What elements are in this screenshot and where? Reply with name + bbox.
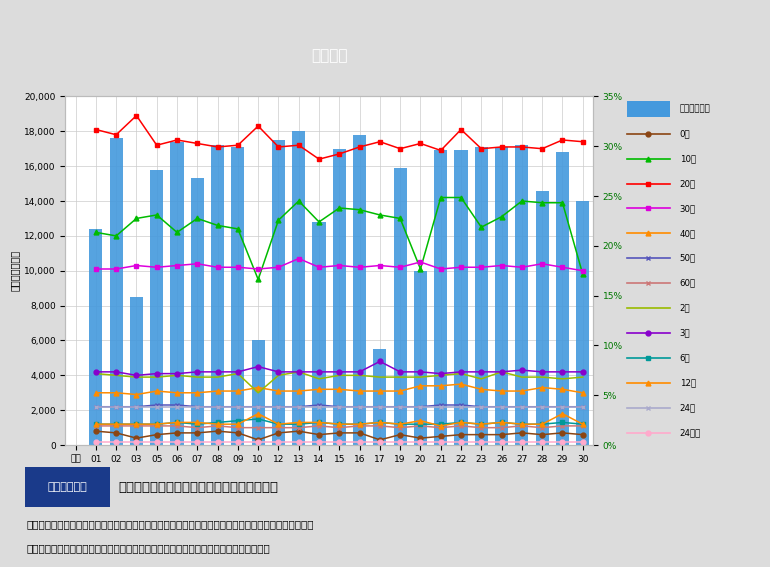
Bar: [150, 170, 163, 445]
Text: 50秒: 50秒: [680, 254, 696, 263]
Bar: [434, 150, 447, 445]
Bar: [536, 191, 549, 445]
Bar: [211, 145, 224, 445]
Text: 20秒: 20秒: [680, 179, 696, 188]
Bar: [191, 179, 204, 445]
Text: 0秒: 0秒: [680, 129, 690, 138]
Bar: [576, 201, 589, 445]
Text: 10秒: 10秒: [680, 154, 696, 163]
Bar: [413, 271, 427, 445]
Text: 3分: 3分: [680, 328, 690, 337]
Bar: [495, 147, 508, 445]
Bar: [556, 152, 569, 445]
Text: 40秒: 40秒: [680, 229, 696, 238]
Bar: [475, 147, 488, 445]
Text: 2分: 2分: [680, 303, 690, 312]
Text: スクリプトを改善することで、コールスクリプトの改善を行っていくことが重要です。: スクリプトを改善することで、コールスクリプトの改善を行っていくことが重要です。: [27, 544, 270, 553]
Text: 12分: 12分: [680, 378, 696, 387]
Text: 30秒: 30秒: [680, 204, 696, 213]
Bar: [272, 140, 285, 445]
Bar: [353, 135, 367, 445]
Bar: [393, 168, 407, 445]
Bar: [252, 340, 265, 445]
Bar: [515, 145, 528, 445]
Bar: [627, 101, 670, 116]
Text: 通話分析: 通話分析: [311, 49, 347, 64]
Bar: [89, 229, 102, 445]
Text: 通話を分析することにより一番多く電話を切られるポイントを探しだします。よく切られるポイントの: 通話を分析することにより一番多く電話を切られるポイントを探しだします。よく切られ…: [27, 519, 314, 529]
Text: 24分: 24分: [680, 403, 696, 412]
Text: 6分: 6分: [680, 353, 690, 362]
Bar: [292, 132, 306, 445]
Bar: [109, 138, 122, 445]
Y-axis label: 数（タクシコ）: 数（タクシコ）: [10, 250, 20, 291]
Bar: [313, 222, 326, 445]
Text: 60秒: 60秒: [680, 279, 696, 287]
Text: コンタクト数: コンタクト数: [680, 104, 711, 113]
Bar: [170, 142, 183, 445]
Text: 電話を多く切られるポイントを分析します。: 電話を多く切られるポイントを分析します。: [119, 481, 279, 493]
Bar: [231, 147, 245, 445]
Bar: [130, 297, 143, 445]
Bar: [333, 149, 346, 445]
Bar: [373, 349, 387, 445]
Bar: [454, 150, 467, 445]
Text: 24分～: 24分～: [680, 428, 701, 437]
Text: 分析ポイント: 分析ポイント: [48, 482, 87, 492]
Bar: [25, 467, 109, 507]
